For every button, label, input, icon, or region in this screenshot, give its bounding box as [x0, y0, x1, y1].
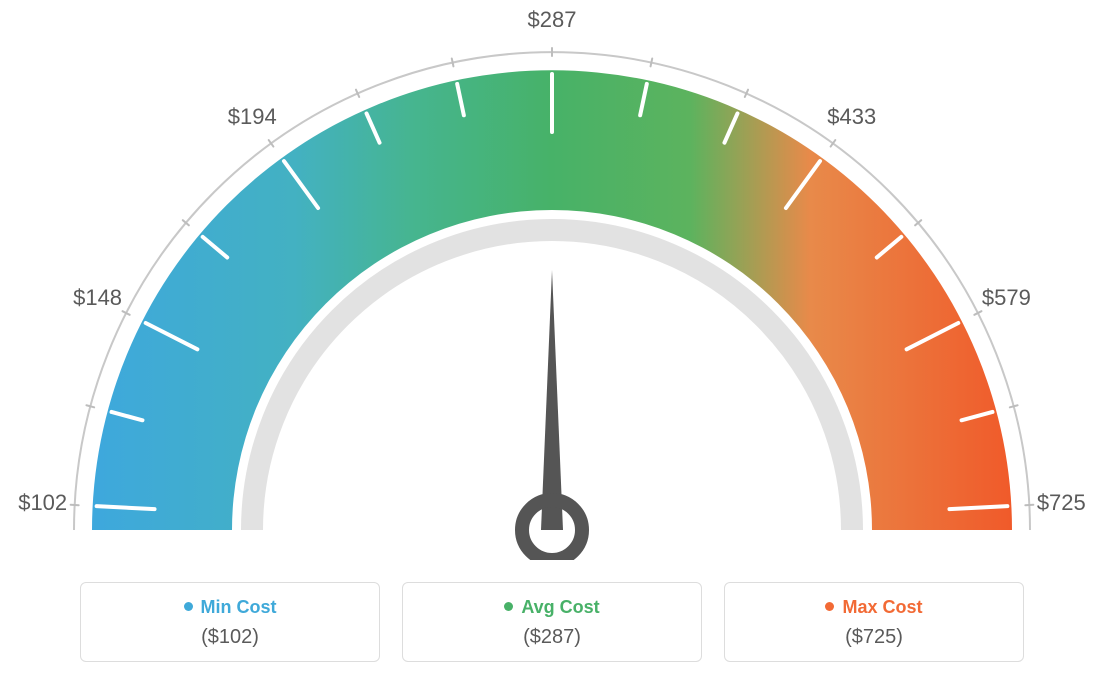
- legend-max-label: Max Cost: [735, 597, 1013, 618]
- gauge-svg: [0, 0, 1104, 560]
- gauge-tick-label: $433: [827, 104, 876, 130]
- gauge-tick-label: $102: [18, 490, 67, 516]
- legend-card-avg: Avg Cost ($287): [402, 582, 702, 662]
- legend-card-max: Max Cost ($725): [724, 582, 1024, 662]
- legend-min-value: ($102): [91, 626, 369, 649]
- gauge-tick-label: $287: [528, 7, 577, 33]
- legend-avg-label: Avg Cost: [413, 597, 691, 618]
- legend-max-value: ($725): [735, 626, 1013, 649]
- gauge-tick-label: $148: [73, 285, 122, 311]
- legend-row: Min Cost ($102) Avg Cost ($287) Max Cost…: [0, 582, 1104, 662]
- legend-card-min: Min Cost ($102): [80, 582, 380, 662]
- legend-min-label: Min Cost: [91, 597, 369, 618]
- gauge-tick-label: $194: [228, 104, 277, 130]
- gauge-tick-label: $725: [1037, 490, 1086, 516]
- gauge-chart: $102 $148 $194 $287 $433 $579 $725: [0, 0, 1104, 560]
- legend-avg-value: ($287): [413, 626, 691, 649]
- gauge-tick-label: $579: [982, 285, 1031, 311]
